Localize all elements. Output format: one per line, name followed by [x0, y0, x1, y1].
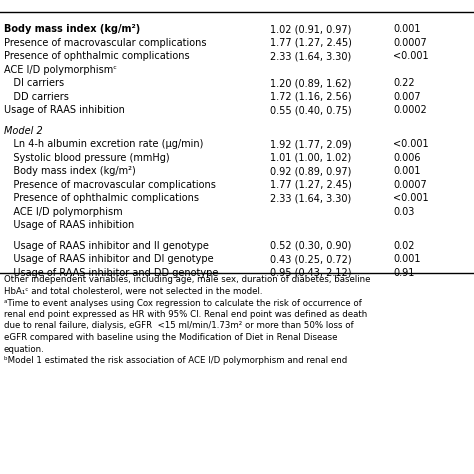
Text: 0.22: 0.22 [393, 78, 415, 88]
Text: DD carriers: DD carriers [4, 91, 69, 101]
Text: ᵃTime to event analyses using Cox regression to calculate the risk of occurrence: ᵃTime to event analyses using Cox regres… [4, 299, 362, 308]
Text: 0.55 (0.40, 0.75): 0.55 (0.40, 0.75) [270, 105, 352, 115]
Text: Presence of macrovascular complications: Presence of macrovascular complications [4, 37, 207, 47]
Text: 0.02: 0.02 [393, 240, 415, 250]
Text: 1.01 (1.00, 1.02): 1.01 (1.00, 1.02) [270, 153, 351, 163]
Text: 2.33 (1.64, 3.30): 2.33 (1.64, 3.30) [270, 193, 351, 203]
Text: Usage of RAAS inhibitor and DI genotype: Usage of RAAS inhibitor and DI genotype [4, 254, 214, 264]
Text: equation.: equation. [4, 345, 45, 354]
Text: ACE I/D polymorphism: ACE I/D polymorphism [4, 207, 123, 217]
Text: 1.77 (1.27, 2.45): 1.77 (1.27, 2.45) [270, 37, 352, 47]
Text: Presence of ophthalmic complications: Presence of ophthalmic complications [4, 193, 199, 203]
Text: Other independent variables, including age, male sex, duration of diabetes, base: Other independent variables, including a… [4, 275, 371, 284]
Text: Presence of ophthalmic complications: Presence of ophthalmic complications [4, 51, 190, 61]
Text: <0.001: <0.001 [393, 51, 429, 61]
Text: eGFR compared with baseline using the Modification of Diet in Renal Disease: eGFR compared with baseline using the Mo… [4, 333, 337, 342]
Text: Usage of RAAS inhibitor and DD genotype: Usage of RAAS inhibitor and DD genotype [4, 267, 219, 277]
Text: <0.001: <0.001 [393, 139, 429, 149]
Text: Usage of RAAS inhibitor and II genotype: Usage of RAAS inhibitor and II genotype [4, 240, 209, 250]
Text: 0.006: 0.006 [393, 153, 421, 163]
Text: 0.0007: 0.0007 [393, 37, 427, 47]
Text: HbA₁ᶜ and total cholesterol, were not selected in the model.: HbA₁ᶜ and total cholesterol, were not se… [4, 287, 263, 296]
Text: 0.95 (0.43, 2.12): 0.95 (0.43, 2.12) [270, 267, 352, 277]
Text: renal end point expressed as HR with 95% CI. Renal end point was defined as deat: renal end point expressed as HR with 95%… [4, 310, 367, 319]
Text: 0.001: 0.001 [393, 24, 421, 34]
Text: 0.52 (0.30, 0.90): 0.52 (0.30, 0.90) [270, 240, 352, 250]
Text: 0.0002: 0.0002 [393, 105, 427, 115]
Text: 0.43 (0.25, 0.72): 0.43 (0.25, 0.72) [270, 254, 352, 264]
Text: 1.77 (1.27, 2.45): 1.77 (1.27, 2.45) [270, 180, 352, 190]
Text: 0.001: 0.001 [393, 254, 421, 264]
Text: Model 2: Model 2 [4, 126, 43, 136]
Text: Ln 4-h albumin excretion rate (μg/min): Ln 4-h albumin excretion rate (μg/min) [4, 139, 203, 149]
Text: ACE I/D polymorphismᶜ: ACE I/D polymorphismᶜ [4, 64, 117, 74]
Text: 0.91: 0.91 [393, 267, 415, 277]
Text: Body mass index (kg/m²): Body mass index (kg/m²) [4, 24, 140, 34]
Text: Usage of RAAS inhibition: Usage of RAAS inhibition [4, 105, 125, 115]
Text: 0.001: 0.001 [393, 166, 421, 176]
Text: 0.0007: 0.0007 [393, 180, 427, 190]
Text: Usage of RAAS inhibition: Usage of RAAS inhibition [4, 220, 134, 230]
Text: Body mass index (kg/m²): Body mass index (kg/m²) [4, 166, 136, 176]
Text: 0.007: 0.007 [393, 91, 421, 101]
Text: <0.001: <0.001 [393, 193, 429, 203]
Text: 0.92 (0.89, 0.97): 0.92 (0.89, 0.97) [270, 166, 352, 176]
Text: 0.03: 0.03 [393, 207, 415, 217]
Text: 1.02 (0.91, 0.97): 1.02 (0.91, 0.97) [270, 24, 352, 34]
Text: 1.72 (1.16, 2.56): 1.72 (1.16, 2.56) [270, 91, 352, 101]
Text: due to renal failure, dialysis, eGFR  <15 ml/min/1.73m² or more than 50% loss of: due to renal failure, dialysis, eGFR <15… [4, 321, 354, 330]
Text: Systolic blood pressure (mmHg): Systolic blood pressure (mmHg) [4, 153, 170, 163]
Text: 1.92 (1.77, 2.09): 1.92 (1.77, 2.09) [270, 139, 352, 149]
Text: 1.20 (0.89, 1.62): 1.20 (0.89, 1.62) [270, 78, 352, 88]
Text: Presence of macrovascular complications: Presence of macrovascular complications [4, 180, 216, 190]
Text: ᵇModel 1 estimated the risk association of ACE I/D polymorphism and renal end: ᵇModel 1 estimated the risk association … [4, 356, 347, 365]
Text: DI carriers: DI carriers [4, 78, 64, 88]
Text: 2.33 (1.64, 3.30): 2.33 (1.64, 3.30) [270, 51, 351, 61]
